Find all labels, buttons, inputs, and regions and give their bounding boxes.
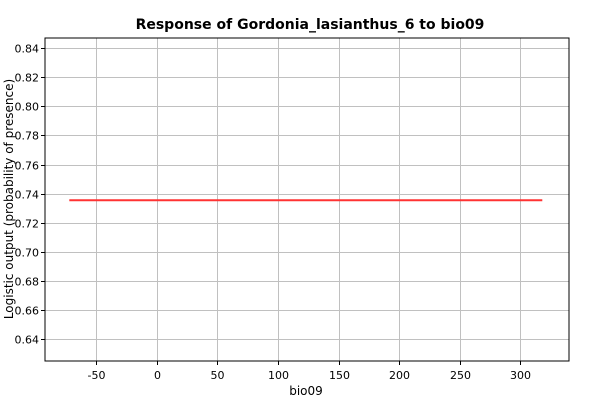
x-tick-label: 50 [211, 369, 225, 382]
y-tick-label: 0.64 [15, 334, 40, 347]
plot-frame [44, 37, 570, 362]
y-tick-label: 0.84 [15, 43, 40, 56]
y-tick-label: 0.78 [15, 130, 40, 143]
y-tick-label: 0.82 [15, 72, 40, 85]
y-axis-label: Logistic output (probability of presence… [2, 79, 16, 319]
y-tick-label: 0.68 [15, 276, 40, 289]
y-axis: 0.64 0.66 0.68 0.70 0.72 0.74 0.76 0.78 0.80 0.82… [15, 43, 45, 347]
y-tick-label: 0.70 [15, 247, 40, 260]
y-tick-label: 0.76 [15, 160, 40, 173]
x-tick-label: 250 [450, 369, 471, 382]
grid [45, 38, 569, 361]
chart-title: Response of Gordonia_lasianthus_6 to bio… [136, 17, 485, 33]
y-tick-label: 0.72 [15, 218, 40, 231]
x-axis: -50 0 50 100 150 200 250 300 [88, 361, 531, 382]
x-axis-label: bio09 [289, 384, 323, 398]
y-tick-label: 0.66 [15, 305, 40, 318]
y-tick-label: 0.80 [15, 101, 40, 114]
x-tick-label: 300 [510, 369, 531, 382]
x-tick-label: -50 [88, 369, 106, 382]
x-tick-label: 150 [329, 369, 350, 382]
y-tick-label: 0.74 [15, 189, 40, 202]
x-tick-label: 0 [154, 369, 161, 382]
x-tick-label: 200 [389, 369, 410, 382]
x-tick-label: 100 [268, 369, 289, 382]
